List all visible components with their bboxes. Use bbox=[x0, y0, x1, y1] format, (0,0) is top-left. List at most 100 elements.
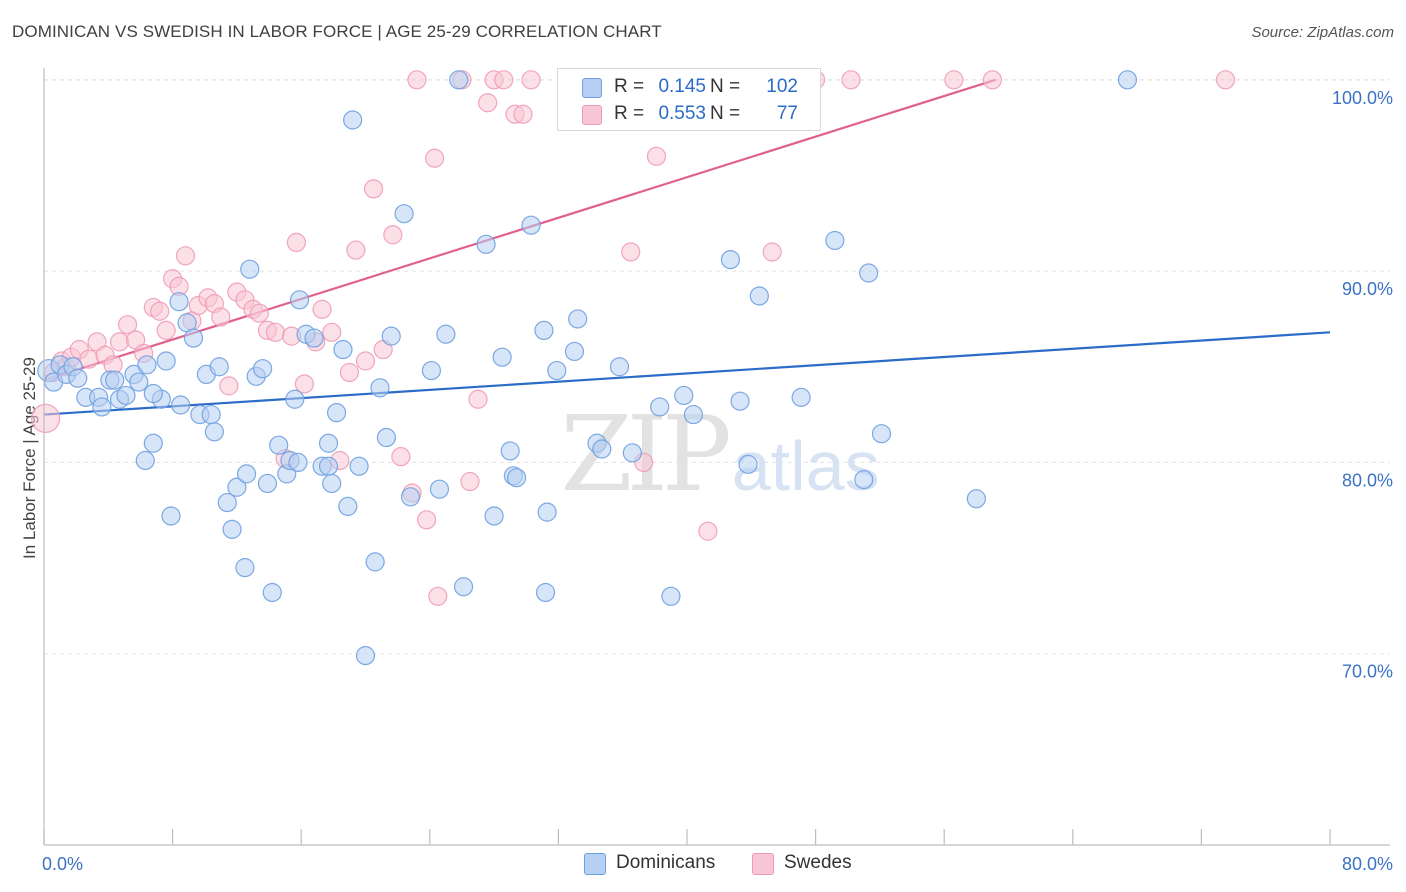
point-dominicans bbox=[730, 391, 750, 411]
point-swedes bbox=[312, 299, 332, 319]
point-dominicans bbox=[222, 519, 242, 539]
point-dominicans bbox=[568, 309, 588, 329]
point-swedes bbox=[31, 403, 61, 434]
series-legend: Dominicans Swedes bbox=[0, 852, 1406, 876]
point-swedes bbox=[513, 104, 533, 124]
point-dominicans bbox=[537, 502, 557, 522]
point-dominicans bbox=[209, 357, 229, 377]
legend-r-label: R = bbox=[614, 103, 645, 124]
point-swedes bbox=[468, 389, 488, 409]
point-dominicans bbox=[535, 582, 556, 603]
point-dominicans bbox=[129, 372, 149, 392]
legend-r-value-dominicans: 0.145 bbox=[658, 76, 706, 97]
point-swedes bbox=[363, 179, 384, 199]
point-dominicans bbox=[871, 424, 892, 444]
point-dominicans bbox=[343, 110, 363, 130]
point-swedes bbox=[460, 471, 480, 492]
point-swedes bbox=[355, 351, 376, 371]
point-dominicans bbox=[521, 215, 541, 235]
point-swedes bbox=[286, 232, 306, 253]
point-dominicans bbox=[105, 370, 125, 390]
point-dominicans bbox=[683, 404, 704, 425]
legend-row-dominicans: R = 0.145 N = 102 bbox=[558, 73, 820, 101]
point-dominicans bbox=[429, 479, 450, 499]
point-dominicans bbox=[204, 422, 224, 442]
point-dominicans bbox=[326, 403, 347, 423]
point-swedes bbox=[219, 376, 239, 396]
point-dominicans bbox=[236, 464, 257, 484]
point-dominicans bbox=[143, 383, 163, 404]
legend-swatch-swedes bbox=[752, 853, 774, 875]
point-swedes bbox=[646, 146, 667, 166]
legend-label-dominicans: Dominicans bbox=[616, 852, 716, 873]
point-dominicans bbox=[738, 454, 758, 474]
point-swedes bbox=[521, 70, 541, 90]
point-swedes bbox=[494, 70, 514, 90]
point-swedes bbox=[621, 242, 641, 262]
point-dominicans bbox=[285, 389, 305, 409]
y-tick-label: 80.0% bbox=[1342, 470, 1393, 490]
x-tick-label: 0.0% bbox=[42, 854, 83, 874]
y-tick-label: 70.0% bbox=[1342, 662, 1393, 682]
tick-labels: 70.0% 80.0% 90.0% 100.0% 0.0% 80.0% bbox=[42, 88, 1393, 874]
point-swedes bbox=[117, 315, 138, 335]
point-dominicans bbox=[257, 473, 278, 494]
legend-label-swedes: Swedes bbox=[784, 852, 852, 873]
point-swedes bbox=[416, 510, 437, 530]
chart-title: DOMINICAN VS SWEDISH IN LABOR FORCE | AG… bbox=[12, 22, 662, 41]
point-dominicans bbox=[564, 341, 585, 362]
point-swedes bbox=[478, 93, 498, 113]
point-dominicans bbox=[169, 292, 189, 312]
point-dominicans bbox=[661, 586, 681, 606]
correlation-legend: R = 0.145 N = 102 R = 0.553 N = 77 bbox=[557, 68, 821, 131]
point-swedes bbox=[407, 70, 427, 90]
y-tick-label: 90.0% bbox=[1342, 279, 1393, 299]
point-dominicans bbox=[534, 320, 554, 341]
point-dominicans bbox=[227, 477, 247, 497]
point-dominicans bbox=[217, 492, 237, 513]
point-swedes bbox=[175, 246, 196, 266]
point-dominicans bbox=[161, 506, 181, 526]
point-dominicans bbox=[394, 204, 414, 224]
point-swedes bbox=[1215, 70, 1236, 90]
legend-n-label: N = bbox=[710, 103, 741, 124]
point-dominicans bbox=[854, 470, 874, 490]
point-dominicans bbox=[183, 328, 204, 348]
point-dominicans bbox=[333, 339, 353, 360]
point-swedes bbox=[249, 303, 270, 323]
point-dominicans bbox=[381, 326, 401, 346]
point-dominicans bbox=[1117, 70, 1138, 90]
point-dominicans bbox=[547, 360, 567, 381]
point-swedes bbox=[322, 322, 342, 342]
point-dominicans bbox=[201, 404, 221, 425]
point-dominicans bbox=[322, 473, 342, 494]
point-dominicans bbox=[476, 234, 496, 254]
y-tick-label: 100.0% bbox=[1332, 88, 1393, 108]
point-dominicans bbox=[349, 456, 369, 476]
point-dominicans bbox=[137, 355, 157, 375]
point-dominicans bbox=[240, 259, 260, 279]
point-swedes bbox=[339, 362, 360, 383]
point-dominicans bbox=[492, 347, 512, 367]
legend-r-label: R = bbox=[614, 76, 645, 97]
data-points bbox=[31, 70, 1236, 666]
point-dominicans bbox=[143, 433, 163, 453]
axes bbox=[43, 68, 1390, 846]
legend-row-swedes: R = 0.553 N = 77 bbox=[558, 100, 820, 128]
point-swedes bbox=[762, 242, 782, 262]
point-dominicans bbox=[116, 385, 136, 406]
point-dominicans bbox=[859, 263, 879, 283]
point-dominicans bbox=[92, 397, 112, 417]
point-swedes bbox=[982, 70, 1003, 90]
legend-swatch-swedes bbox=[582, 105, 602, 125]
point-dominicans bbox=[370, 378, 390, 398]
point-dominicans bbox=[650, 397, 670, 417]
point-dominicans bbox=[171, 395, 191, 415]
point-swedes bbox=[211, 307, 231, 327]
legend-swatch-dominicans bbox=[584, 853, 606, 875]
point-dominicans bbox=[288, 452, 308, 472]
point-swedes bbox=[391, 447, 411, 467]
trend-lines bbox=[43, 78, 1331, 416]
point-dominicans bbox=[449, 70, 469, 90]
